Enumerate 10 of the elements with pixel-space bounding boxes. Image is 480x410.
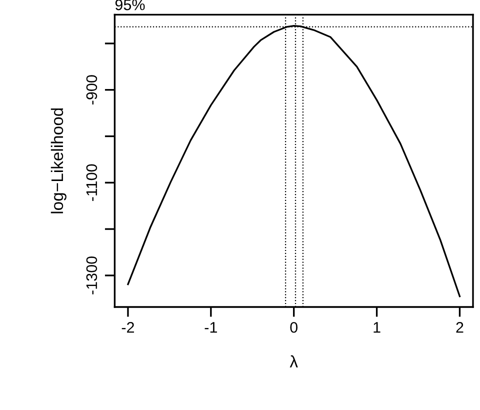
y-axis-title: log−Likelihood: [50, 108, 66, 214]
x-tick-label: -1: [204, 322, 217, 333]
x-axis-title: λ: [290, 355, 298, 368]
x-tick-label: 1: [374, 322, 380, 333]
x-tick-label: 2: [456, 322, 464, 333]
y-tick-label: -1100: [86, 164, 98, 201]
y-tick-label: -900: [86, 75, 98, 104]
y-tick-label: -1300: [86, 256, 98, 294]
x-tick-label: 0: [290, 322, 298, 333]
x-tick-label: -2: [122, 322, 134, 333]
